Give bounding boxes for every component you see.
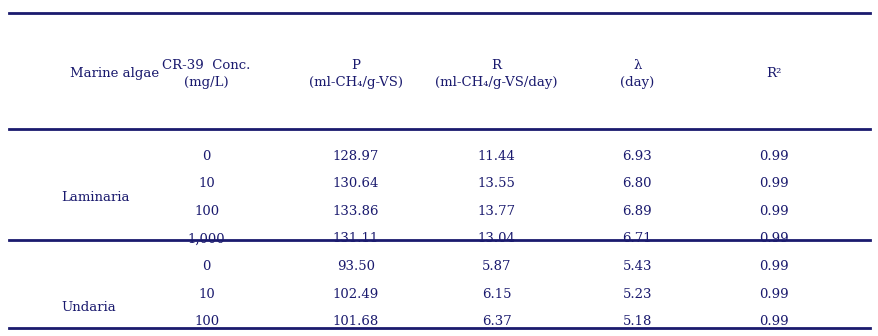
Text: 0.99: 0.99	[758, 233, 788, 245]
Text: P
(ml-CH₄/g-VS): P (ml-CH₄/g-VS)	[309, 59, 402, 89]
Text: λ
(day): λ (day)	[620, 59, 653, 89]
Text: 6.71: 6.71	[622, 233, 651, 245]
Text: 133.86: 133.86	[333, 205, 378, 218]
Text: 1,000: 1,000	[188, 233, 225, 245]
Text: 101.68: 101.68	[333, 315, 378, 328]
Text: 6.15: 6.15	[481, 288, 511, 300]
Text: R
(ml-CH₄/g-VS/day): R (ml-CH₄/g-VS/day)	[435, 59, 558, 89]
Text: 6.93: 6.93	[622, 150, 651, 163]
Text: 5.23: 5.23	[622, 288, 651, 300]
Text: Marine algae: Marine algae	[70, 68, 159, 80]
Text: 93.50: 93.50	[336, 260, 375, 273]
Text: 5.87: 5.87	[481, 260, 511, 273]
Text: 0.99: 0.99	[758, 150, 788, 163]
Text: 5.43: 5.43	[622, 260, 651, 273]
Text: 0.99: 0.99	[758, 177, 788, 190]
Text: 13.77: 13.77	[477, 205, 515, 218]
Text: 128.97: 128.97	[333, 150, 378, 163]
Text: 0: 0	[202, 260, 211, 273]
Text: 13.04: 13.04	[477, 233, 515, 245]
Text: 6.80: 6.80	[622, 177, 651, 190]
Text: 130.64: 130.64	[333, 177, 378, 190]
Text: 0.99: 0.99	[758, 315, 788, 328]
Text: 0.99: 0.99	[758, 288, 788, 300]
Text: Laminaria: Laminaria	[61, 191, 130, 204]
Text: 0: 0	[202, 150, 211, 163]
Text: 102.49: 102.49	[333, 288, 378, 300]
Text: 0.99: 0.99	[758, 260, 788, 273]
Text: 100: 100	[194, 205, 219, 218]
Text: Undaria: Undaria	[61, 301, 116, 314]
Text: R²: R²	[765, 68, 781, 80]
Text: 10: 10	[198, 177, 215, 190]
Text: 100: 100	[194, 315, 219, 328]
Text: 10: 10	[198, 288, 215, 300]
Text: 131.11: 131.11	[333, 233, 378, 245]
Text: 5.18: 5.18	[622, 315, 651, 328]
Text: 0.99: 0.99	[758, 205, 788, 218]
Text: 11.44: 11.44	[478, 150, 515, 163]
Text: CR-39  Conc.
(mg/L): CR-39 Conc. (mg/L)	[162, 59, 250, 89]
Text: 6.37: 6.37	[481, 315, 511, 328]
Text: 13.55: 13.55	[477, 177, 515, 190]
Text: 6.89: 6.89	[622, 205, 651, 218]
